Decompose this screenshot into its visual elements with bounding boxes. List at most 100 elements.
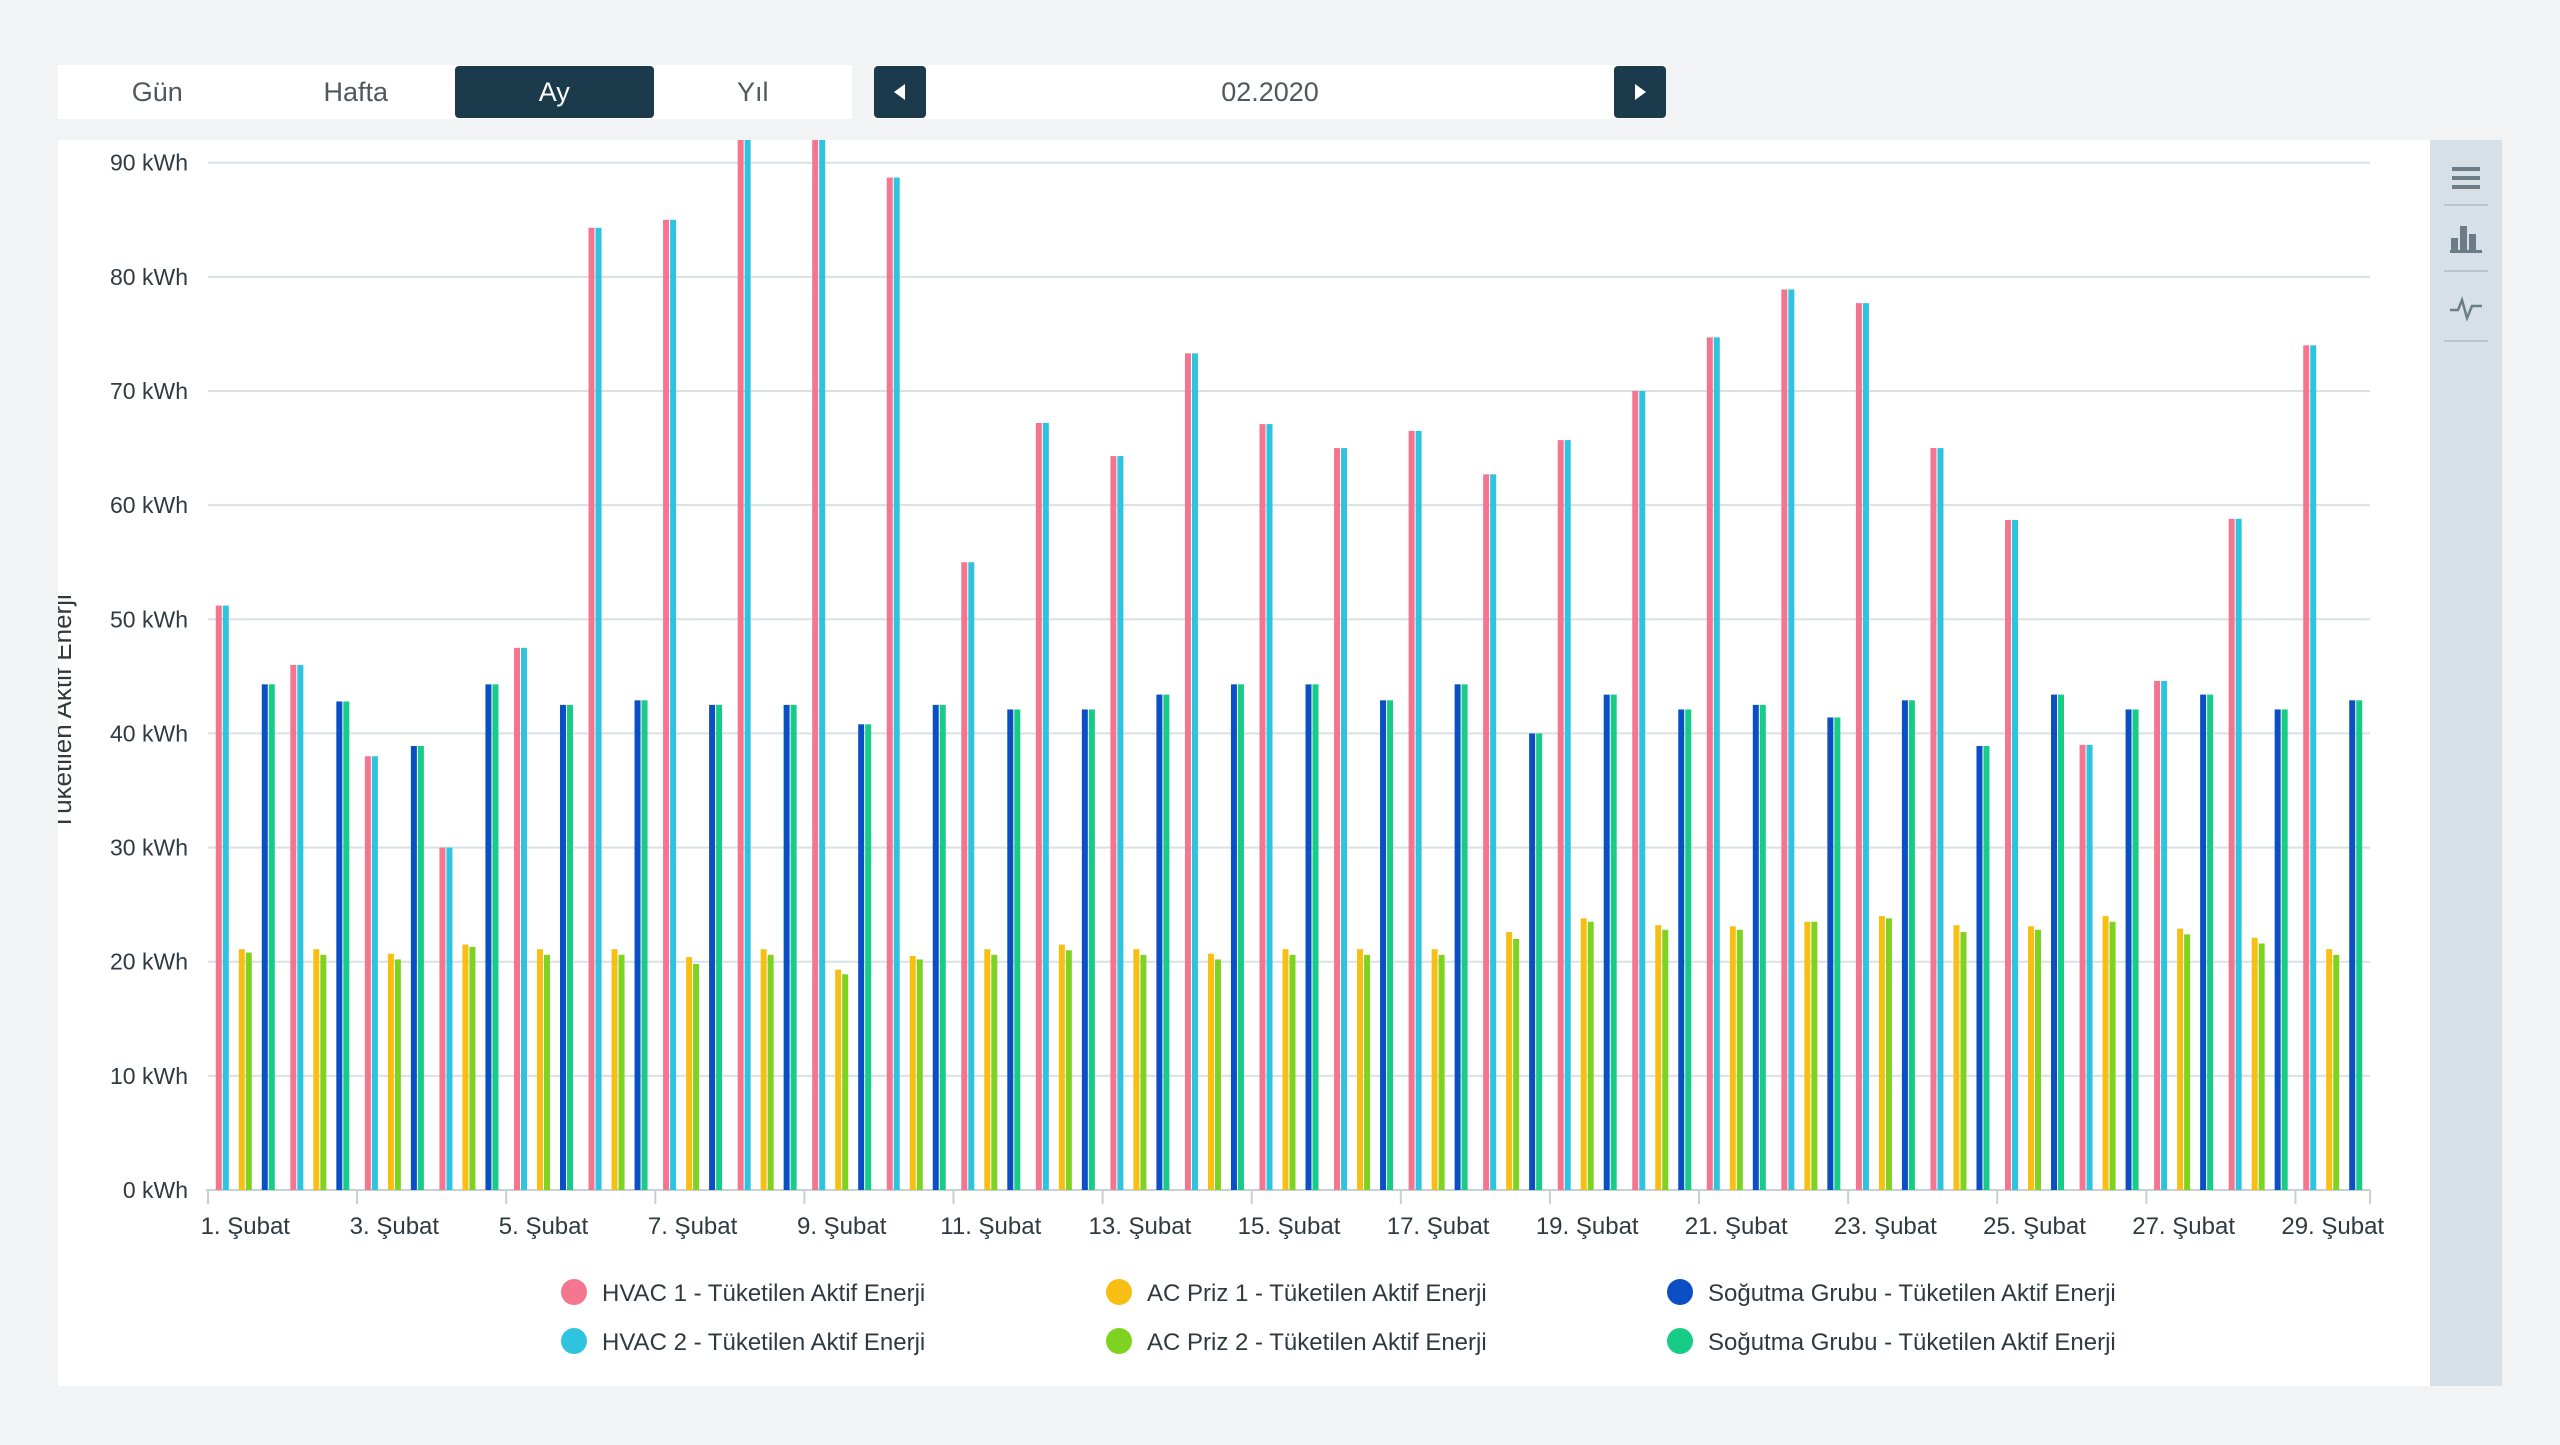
bar — [984, 949, 991, 1190]
previous-period-button[interactable] — [874, 66, 926, 118]
bar — [716, 704, 723, 1190]
bar — [2161, 680, 2168, 1190]
bar — [2079, 744, 2086, 1190]
bar — [1587, 921, 1594, 1190]
bar — [2207, 694, 2214, 1190]
legend-marker — [561, 1328, 587, 1354]
bar — [2184, 934, 2191, 1190]
bar — [371, 756, 378, 1190]
bar — [1901, 700, 1908, 1190]
bar — [492, 684, 499, 1190]
bar — [2005, 519, 2012, 1190]
x-tick-label: 21. Şubat — [1685, 1213, 1788, 1240]
bar — [2154, 680, 2161, 1190]
bar — [737, 140, 744, 1191]
bar — [1788, 289, 1795, 1190]
bar — [1081, 709, 1088, 1190]
bar — [1117, 456, 1124, 1191]
bar — [2086, 744, 2093, 1190]
toolbar-divider — [2444, 340, 2488, 342]
bar — [1207, 953, 1214, 1190]
bar — [559, 704, 566, 1190]
bar — [261, 684, 268, 1190]
tab-month[interactable]: Ay — [455, 66, 654, 118]
bar — [2051, 694, 2058, 1190]
legend-marker — [1106, 1328, 1132, 1354]
bar — [916, 959, 923, 1190]
x-tick-label: 1. Şubat — [201, 1213, 291, 1240]
bar — [387, 953, 394, 1190]
bar — [634, 700, 641, 1190]
bar — [618, 954, 625, 1190]
bar — [1259, 424, 1266, 1190]
bar — [1885, 918, 1892, 1190]
bar — [446, 847, 453, 1190]
bar — [566, 704, 573, 1190]
bar — [2349, 700, 2356, 1190]
bar — [290, 664, 297, 1190]
bar — [364, 756, 371, 1190]
toolbar-divider — [2444, 270, 2488, 272]
legend-marker — [1667, 1279, 1693, 1305]
bar — [1759, 704, 1766, 1190]
bar — [1752, 704, 1759, 1190]
bar — [1454, 684, 1461, 1190]
x-tick-label: 7. Şubat — [648, 1213, 738, 1240]
bar — [2109, 921, 2116, 1190]
y-axis-title: Tüketilen Aktif Enerji — [58, 594, 77, 830]
bar — [469, 946, 476, 1190]
bar — [767, 954, 774, 1190]
bar — [2310, 345, 2317, 1190]
bar — [1610, 694, 1617, 1190]
bar — [320, 954, 327, 1190]
y-tick-label: 70 kWh — [110, 378, 188, 404]
legend-label: HVAC 2 - Tüketilen Aktif Enerji — [602, 1329, 925, 1356]
legend-label: Soğutma Grubu - Tüketilen Aktif Enerji — [1708, 1280, 2116, 1307]
bar — [1214, 959, 1221, 1190]
tab-year[interactable]: Yıl — [736, 76, 769, 107]
bar — [1312, 684, 1319, 1190]
bar — [1662, 929, 1669, 1190]
bar — [2333, 954, 2340, 1190]
bar — [297, 664, 304, 1190]
legend-marker — [561, 1279, 587, 1305]
bar — [1140, 954, 1147, 1190]
bar — [1655, 925, 1662, 1190]
bar — [1007, 709, 1014, 1190]
bar — [1834, 717, 1841, 1190]
bar — [2258, 943, 2265, 1190]
bar — [1706, 337, 1713, 1190]
bar — [812, 140, 819, 1191]
bar — [693, 963, 700, 1190]
period-selector: Gün Hafta Ay Yıl — [58, 65, 852, 119]
x-tick-label: 23. Şubat — [1834, 1213, 1937, 1240]
bar — [2028, 926, 2035, 1190]
tab-day[interactable]: Gün — [131, 76, 183, 107]
bar — [835, 969, 842, 1190]
y-tick-label: 30 kWh — [110, 835, 188, 861]
bar — [520, 647, 527, 1190]
bar — [1058, 944, 1065, 1190]
x-tick-label: 17. Şubat — [1387, 1213, 1490, 1240]
bar — [1513, 938, 1520, 1190]
bar — [1827, 717, 1834, 1190]
bar — [1580, 918, 1587, 1190]
bar — [1305, 684, 1312, 1190]
menu-button[interactable] — [2444, 150, 2488, 206]
x-tick-label: 19. Şubat — [1536, 1213, 1639, 1240]
bar — [790, 704, 797, 1190]
line-chart-button[interactable] — [2444, 280, 2488, 336]
bar — [2235, 518, 2242, 1190]
tab-week[interactable]: Hafta — [323, 76, 389, 107]
bar-chart-button[interactable] — [2444, 210, 2488, 266]
bar — [1953, 925, 1960, 1190]
chart-panel: 0 kWh 10 kWh 20 kWh 30 kWh 40 kWh 50 kWh 60 kW… — [58, 140, 2430, 1386]
bar — [961, 562, 968, 1190]
bar — [245, 952, 252, 1190]
x-tick-label: 27. Şubat — [2132, 1213, 2235, 1240]
bar — [1341, 448, 1348, 1191]
bar — [783, 704, 790, 1190]
next-period-button[interactable] — [1614, 66, 1666, 118]
bar — [343, 701, 350, 1190]
legend-label: HVAC 1 - Tüketilen Aktif Enerji — [602, 1280, 925, 1307]
